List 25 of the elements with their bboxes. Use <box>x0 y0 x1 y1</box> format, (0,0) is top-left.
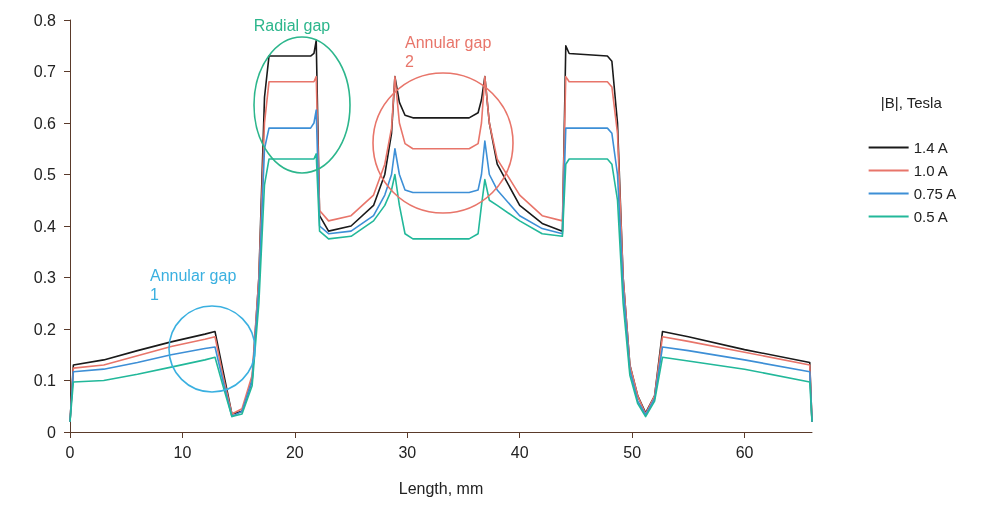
x-tick-label: 10 <box>173 443 192 461</box>
y-tick-label: 0 <box>47 423 57 441</box>
y-tick-label: 0.3 <box>33 269 57 286</box>
legend-title: |B|, Tesla <box>880 94 943 111</box>
y-tick-label: 0.2 <box>33 320 57 338</box>
y-tick-label: 0.1 <box>33 372 57 389</box>
x-tick-label: 0 <box>65 443 75 461</box>
x-tick-label: 30 <box>398 443 417 461</box>
y-tick-label: 0.7 <box>33 63 57 80</box>
x-tick-label: 20 <box>285 443 304 461</box>
y-tick-label: 0.8 <box>33 11 57 29</box>
legend-label: 0.5 A <box>913 208 948 225</box>
annotation: Annular gap 1 <box>150 267 237 303</box>
legend-label: 1.4 A <box>913 139 948 156</box>
y-tick-label: 0.5 <box>33 166 57 183</box>
x-axis-title: Length, mm <box>398 479 484 497</box>
y-tick-label: 0.6 <box>33 114 57 132</box>
x-tick-label: 40 <box>510 443 529 461</box>
legend-label: 1.0 A <box>913 162 948 179</box>
y-tick-label: 0.4 <box>33 217 57 235</box>
legend-label: 0.75 A <box>913 185 957 202</box>
x-tick-label: 50 <box>623 443 642 461</box>
annotation: Radial gap <box>253 17 331 34</box>
annotation: Annular gap 2 <box>405 34 492 70</box>
x-tick-label: 60 <box>735 443 754 461</box>
